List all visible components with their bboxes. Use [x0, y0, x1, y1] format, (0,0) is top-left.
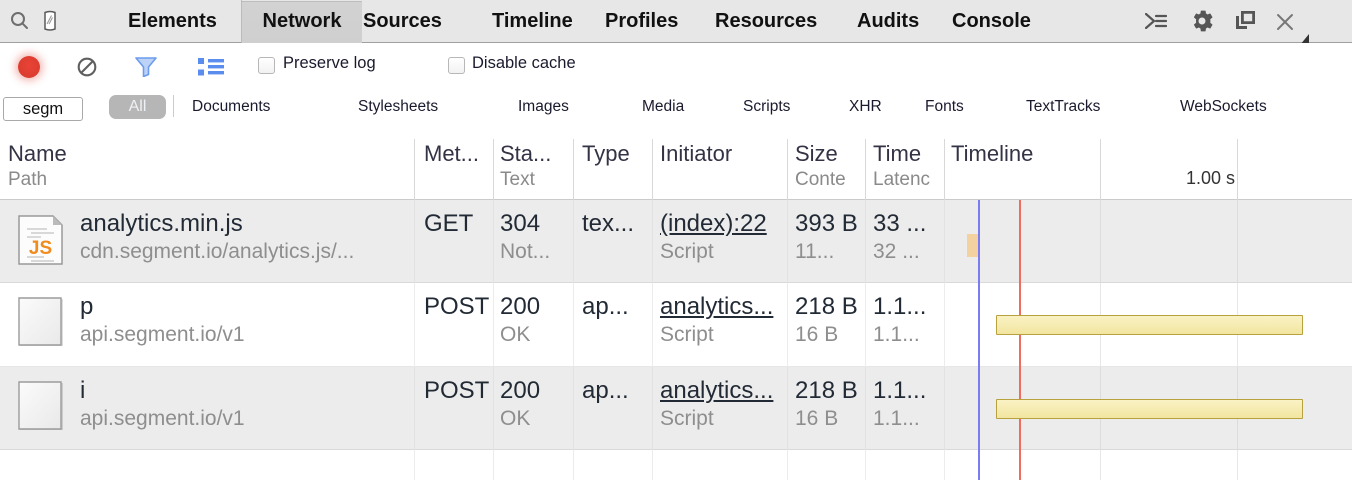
svg-text:JS: JS	[29, 238, 52, 259]
